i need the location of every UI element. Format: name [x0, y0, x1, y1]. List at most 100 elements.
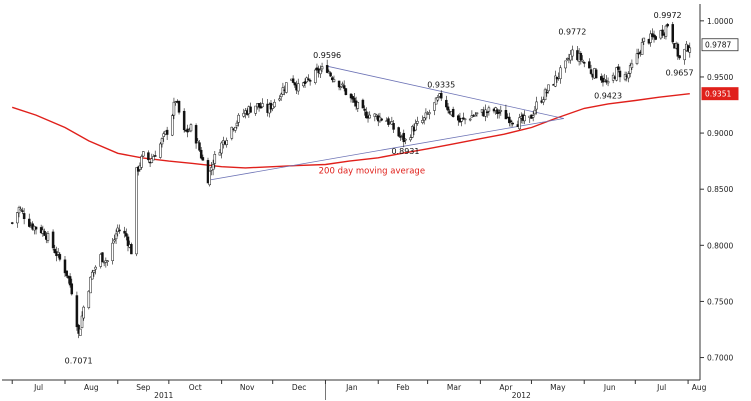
candle-body: [411, 126, 414, 138]
candle-body: [579, 52, 583, 61]
candle-body: [356, 102, 360, 109]
candle-body: [508, 116, 511, 124]
candle-body: [92, 269, 96, 273]
candle-body: [101, 252, 104, 263]
candle-body: [165, 129, 169, 135]
annotation-label: 0.9335: [427, 80, 455, 89]
candle-body: [414, 123, 417, 131]
candle-body: [523, 115, 526, 122]
candle-body: [451, 108, 455, 117]
candle-body: [617, 66, 620, 70]
candle-body: [445, 99, 448, 108]
axis-labels-layer: 1.0000 0.9500 0.9000 0.8500 0.8000 0.7500 0.70…: [33, 17, 739, 400]
ma-price-box: [701, 87, 739, 101]
candle-body: [399, 136, 402, 138]
candle-body: [65, 270, 68, 276]
candle-body: [439, 92, 443, 99]
candle-body: [208, 170, 211, 186]
candle-body: [462, 117, 465, 120]
candle-body: [569, 54, 572, 61]
candle-body: [487, 107, 491, 112]
candle-body: [296, 83, 300, 92]
candle-body: [535, 101, 538, 110]
candle-body: [627, 73, 630, 79]
candle-body: [237, 114, 240, 123]
candle-body: [235, 122, 239, 127]
annotation-label: 0.9423: [594, 92, 622, 101]
candle-body: [152, 156, 155, 161]
candle-body: [320, 66, 324, 70]
candle-body: [504, 110, 508, 120]
candle-body: [642, 37, 646, 42]
candle-body: [628, 65, 632, 74]
x-tick-label: Jul: [33, 383, 43, 392]
candle-body: [170, 115, 174, 136]
candle-body: [589, 69, 593, 74]
candle-body: [79, 328, 82, 336]
annotation-label: 0.8931: [391, 147, 419, 156]
candle-body: [182, 110, 186, 131]
x-tick-label: Jun: [603, 383, 616, 392]
candle-body: [254, 105, 257, 114]
moving-average-layer: 200 day moving average: [11, 93, 690, 176]
y-tick-label: 0.8500: [707, 185, 733, 194]
trendline: [327, 65, 564, 119]
candle-body: [19, 208, 22, 211]
x-tick-label: Dec: [292, 383, 307, 392]
candle-body: [51, 231, 55, 249]
x-tick-label: May: [550, 383, 566, 392]
candle-body: [279, 93, 283, 98]
candle-body: [635, 53, 639, 64]
candle-body: [87, 290, 91, 309]
candle-body: [46, 233, 50, 241]
candle-body: [649, 33, 652, 43]
candle-body: [303, 81, 307, 84]
candle-body: [302, 82, 305, 87]
candle-body: [365, 111, 368, 119]
candle-body: [261, 103, 264, 108]
y-tick-label: 0.8000: [707, 241, 733, 250]
candle-body: [375, 114, 378, 117]
candle-body: [259, 106, 263, 109]
y-tick-label: 0.7000: [707, 354, 733, 363]
candle-body: [353, 97, 356, 103]
candle-body: [554, 75, 557, 87]
candle-body: [94, 266, 97, 270]
candle-body: [543, 89, 547, 101]
y-tick-label: 0.9000: [707, 129, 733, 138]
candle-body: [16, 212, 19, 224]
candle-body: [368, 114, 371, 119]
candle-body: [21, 210, 24, 212]
candle-body: [582, 62, 586, 64]
candle-body: [337, 80, 341, 88]
candle-body: [56, 251, 60, 255]
x-tick-label: Feb: [396, 383, 410, 392]
candle-body: [230, 126, 234, 139]
candle-body: [126, 236, 130, 246]
candle-body: [652, 34, 656, 38]
candle-body: [331, 77, 334, 81]
candle-body: [140, 156, 143, 168]
candle-body: [606, 81, 610, 84]
candle-body: [424, 112, 428, 119]
candle-body: [34, 226, 38, 230]
candle-body: [201, 157, 205, 161]
candle-body: [43, 230, 46, 236]
candle-body: [460, 118, 463, 122]
candle-body: [428, 112, 431, 115]
axes: [2, 4, 704, 400]
x-tick-label: Mar: [447, 383, 462, 392]
candle-body: [603, 79, 606, 81]
candle-body: [177, 100, 181, 113]
annotations-layer: 0.7071 0.9596 0.9335 0.8931 0.9772 0.9423 0.99…: [65, 11, 694, 366]
candle-body: [468, 118, 472, 121]
candle-body: [138, 165, 142, 170]
x-tick-label: Aug: [692, 383, 707, 392]
candle-body: [499, 110, 503, 112]
candle-body: [380, 118, 383, 121]
candle-body: [70, 283, 74, 295]
candle-body: [308, 80, 312, 82]
candle-body: [111, 242, 114, 261]
candle-body: [199, 149, 203, 159]
candle-body: [531, 115, 535, 118]
